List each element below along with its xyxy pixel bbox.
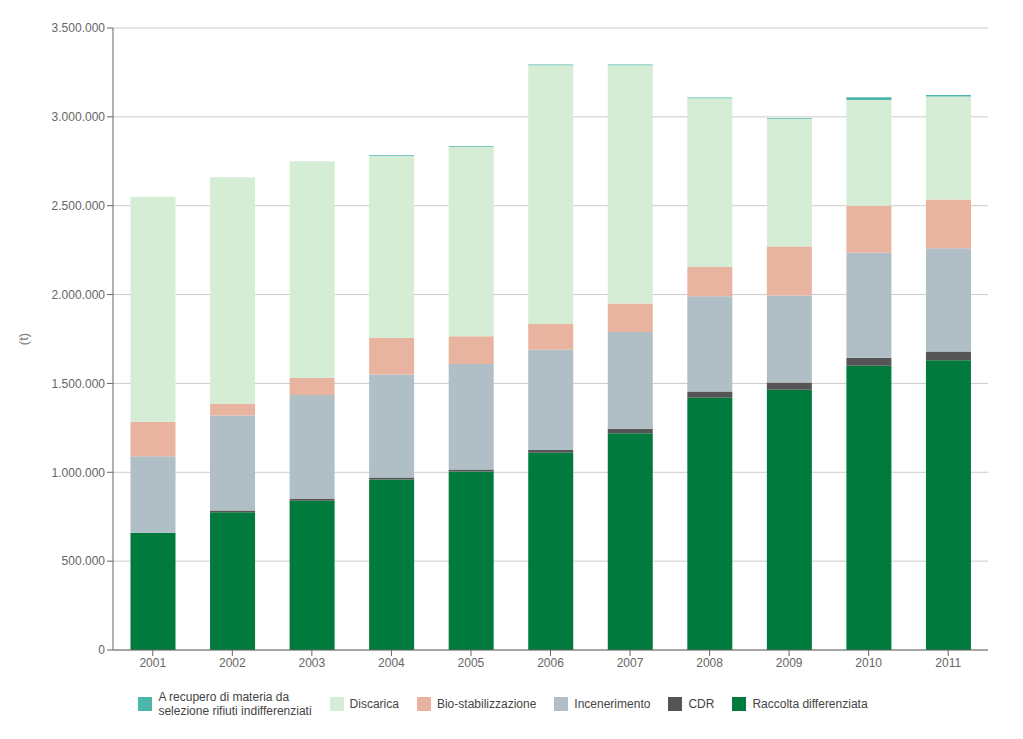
svg-text:2001: 2001 <box>139 656 166 670</box>
svg-text:(t): (t) <box>16 333 31 345</box>
html-text:Incenerimento: Incenerimento <box>574 697 651 711</box>
html-text:Raccolta differenziata: Raccolta differenziata <box>752 697 868 711</box>
svg-text:2009: 2009 <box>776 656 803 670</box>
svg-text:1.500.000: 1.500.000 <box>52 377 106 391</box>
svg-text:2011: 2011 <box>935 656 961 670</box>
svg-text:0: 0 <box>98 643 105 657</box>
html-text:CDR: CDR <box>688 697 715 711</box>
svg-text:2006: 2006 <box>537 656 564 670</box>
svg-text:2002: 2002 <box>219 656 246 670</box>
svg-text:2010: 2010 <box>855 656 882 670</box>
html-text:Bio-stabilizzazione: Bio-stabilizzazione <box>437 697 537 711</box>
svg-text:2003: 2003 <box>299 656 326 670</box>
svg-text:2.500.000: 2.500.000 <box>52 199 106 213</box>
html-text:Discarica: Discarica <box>349 697 399 711</box>
svg-text:2004: 2004 <box>378 656 405 670</box>
svg-text:2008: 2008 <box>696 656 723 670</box>
svg-text:2007: 2007 <box>617 656 644 670</box>
svg-text:3.500.000: 3.500.000 <box>52 21 106 35</box>
svg-text:500.000: 500.000 <box>62 554 106 568</box>
svg-text:3.000.000: 3.000.000 <box>52 110 106 124</box>
svg-text:2.000.000: 2.000.000 <box>52 288 106 302</box>
svg-text:2005: 2005 <box>458 656 485 670</box>
svg-text:1.000.000: 1.000.000 <box>52 466 106 480</box>
html-text:A recupero di materia da selez: A recupero di materia da selezione rifiu… <box>158 690 312 718</box>
